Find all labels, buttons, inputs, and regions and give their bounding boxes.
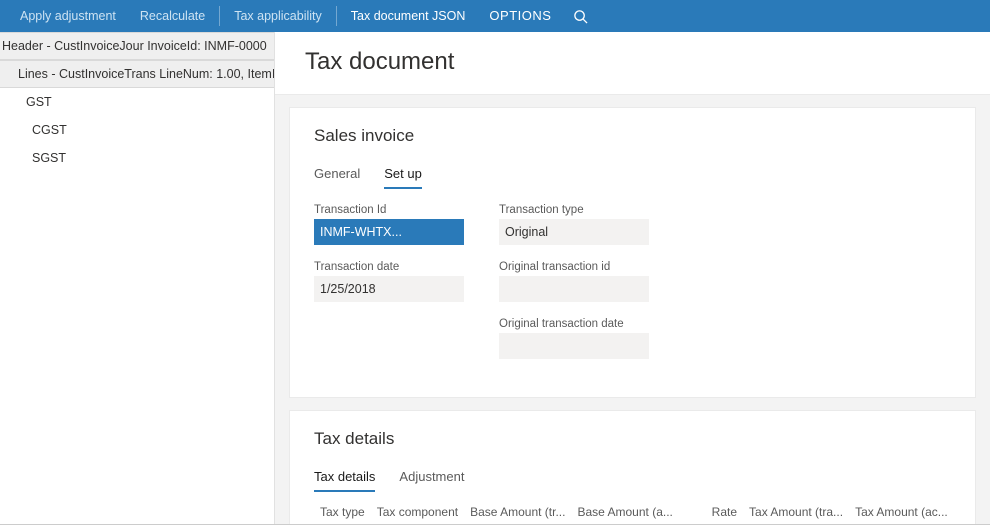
col-base-amount-tr[interactable]: Base Amount (tr...	[464, 500, 571, 525]
tree-item-gst[interactable]: GST	[0, 88, 274, 116]
tax-details-title: Tax details	[314, 429, 951, 449]
search-button[interactable]	[563, 9, 598, 24]
apply-adjustment-button[interactable]: Apply adjustment	[8, 0, 128, 32]
sales-invoice-title: Sales invoice	[314, 126, 951, 146]
transaction-id-field[interactable]: INMF-WHTX...	[314, 219, 464, 245]
tree-item-cgst[interactable]: CGST	[0, 116, 274, 144]
tab-general[interactable]: General	[314, 162, 360, 189]
col-tax-amount-tra[interactable]: Tax Amount (tra...	[743, 500, 849, 525]
sales-invoice-tabs: General Set up	[314, 162, 951, 190]
sales-invoice-panel: Sales invoice General Set up Transaction…	[289, 107, 976, 398]
transaction-date-label: Transaction date	[314, 261, 469, 273]
tab-tax-details[interactable]: Tax details	[314, 465, 375, 492]
content-area: Tax document Sales invoice General Set u…	[275, 32, 990, 525]
transaction-type-field[interactable]: Original	[499, 219, 649, 245]
original-transaction-id-field[interactable]	[499, 276, 649, 302]
tax-details-tabs: Tax details Adjustment	[314, 465, 951, 492]
recalculate-button[interactable]: Recalculate	[128, 0, 217, 32]
tree-lines-node[interactable]: Lines - CustInvoiceTrans LineNum: 1.00, …	[0, 60, 274, 88]
command-bar: Apply adjustment Recalculate Tax applica…	[0, 0, 990, 32]
original-transaction-date-field[interactable]	[499, 333, 649, 359]
tab-adjustment[interactable]: Adjustment	[399, 465, 464, 492]
tax-details-panel: Tax details Tax details Adjustment Tax t…	[289, 410, 976, 525]
col-rate[interactable]: Rate	[679, 500, 743, 525]
original-transaction-date-label: Original transaction date	[499, 318, 654, 330]
options-button[interactable]: OPTIONS	[477, 0, 563, 32]
tax-document-json-button[interactable]: Tax document JSON	[339, 0, 478, 32]
tax-applicability-button[interactable]: Tax applicability	[222, 0, 334, 32]
search-icon	[573, 9, 588, 24]
col-tax-type[interactable]: Tax type	[314, 500, 371, 525]
col-tax-component[interactable]: Tax component	[371, 500, 464, 525]
tree-header-node[interactable]: Header - CustInvoiceJour InvoiceId: INMF…	[0, 32, 274, 60]
toolbar-separator	[336, 6, 337, 26]
transaction-id-label: Transaction Id	[314, 204, 469, 216]
col-base-amount-a[interactable]: Base Amount (a...	[571, 500, 678, 525]
navigation-tree: Header - CustInvoiceJour InvoiceId: INMF…	[0, 32, 275, 525]
tab-setup[interactable]: Set up	[384, 162, 422, 189]
tax-details-table: Tax type Tax component Base Amount (tr..…	[314, 500, 954, 525]
toolbar-separator	[219, 6, 220, 26]
page-title: Tax document	[275, 32, 990, 95]
tree-item-sgst[interactable]: SGST	[0, 144, 274, 172]
transaction-date-field[interactable]: 1/25/2018	[314, 276, 464, 302]
col-tax-amount-ac[interactable]: Tax Amount (ac...	[849, 500, 954, 525]
transaction-type-label: Transaction type	[499, 204, 654, 216]
original-transaction-id-label: Original transaction id	[499, 261, 654, 273]
